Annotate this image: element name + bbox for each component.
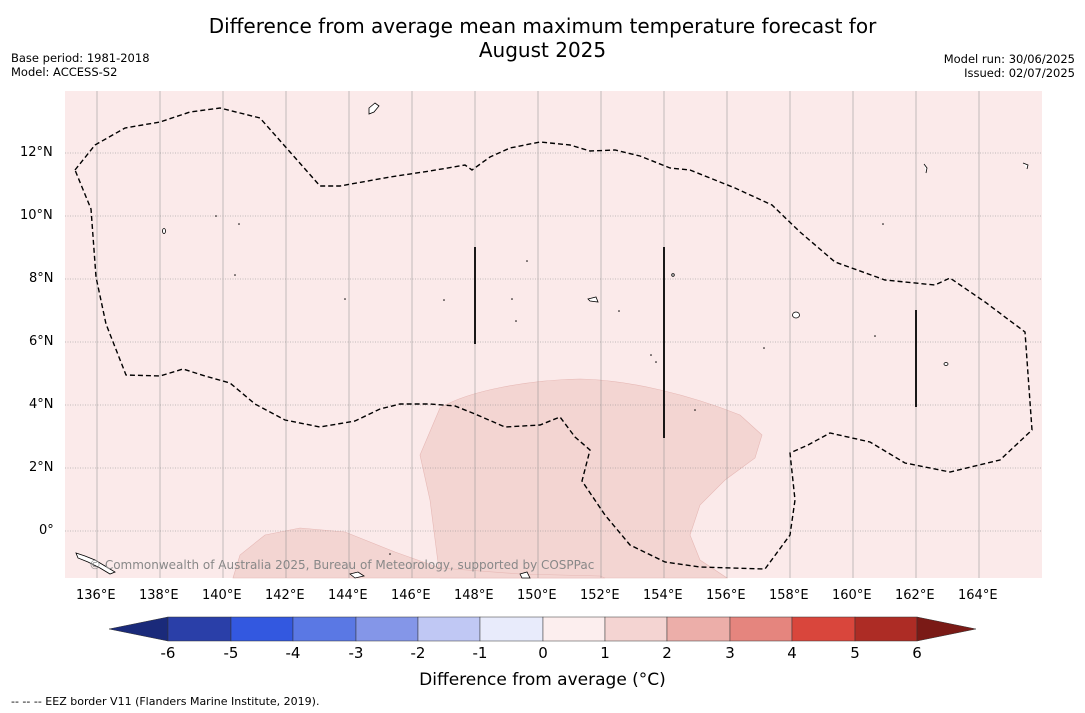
atoll-dot — [650, 354, 652, 356]
atoll-dot — [215, 215, 217, 217]
island — [943, 362, 949, 366]
atoll-dot — [511, 298, 513, 300]
atoll-dot — [655, 361, 657, 363]
island — [519, 571, 531, 579]
atoll-dot — [874, 335, 876, 337]
issued-date: Issued: 02/07/2025 — [964, 66, 1075, 80]
atoll-dot — [618, 310, 620, 312]
colorbar-bin — [791, 616, 856, 642]
lon-label: 156°E — [706, 588, 746, 603]
colorbar-tick: 5 — [850, 644, 860, 662]
boundary-lines — [474, 247, 917, 438]
colorbar-tick: -3 — [348, 644, 364, 662]
atoll-dot — [234, 274, 236, 276]
atoll-dots — [215, 215, 884, 555]
lon-label: 136°E — [76, 588, 116, 603]
colorbar-tick: 4 — [787, 644, 797, 662]
atoll-dot — [694, 409, 696, 411]
title-line-1: Difference from average mean maximum tem… — [208, 14, 877, 38]
meta-left: Base period: 1981-2018 Model: ACCESS-S2 — [11, 51, 150, 79]
atoll-dot — [515, 320, 517, 322]
atoll-dot — [526, 260, 528, 262]
island — [1022, 162, 1029, 170]
colorbar-tick: -2 — [410, 644, 426, 662]
colorbar-bin — [666, 616, 731, 642]
lon-label: 140°E — [202, 588, 242, 603]
colorbar-tick: -4 — [285, 644, 301, 662]
lat-label: 4°N — [29, 397, 54, 412]
lon-label: 160°E — [832, 588, 872, 603]
lat-label: 8°N — [29, 271, 54, 286]
colorbar-tick: 3 — [725, 644, 735, 662]
island-outlines — [75, 102, 1029, 579]
island — [671, 273, 675, 277]
island — [349, 571, 366, 579]
lon-label: 146°E — [391, 588, 431, 603]
atoll-dot — [443, 299, 445, 301]
lon-label: 150°E — [517, 588, 557, 603]
lat-label: 12°N — [20, 145, 53, 160]
lon-label: 154°E — [643, 588, 683, 603]
colorbar-bin — [729, 616, 793, 642]
colorbar-tick: -5 — [223, 644, 239, 662]
island — [923, 163, 928, 174]
atoll-dot — [344, 298, 346, 300]
colorbar-bin — [167, 616, 232, 642]
lon-label: 164°E — [958, 588, 998, 603]
colorbar — [108, 616, 977, 642]
lon-label: 138°E — [139, 588, 179, 603]
island — [162, 228, 166, 234]
lat-label: 2°N — [29, 460, 54, 475]
colorbar-bin — [854, 616, 918, 642]
lon-label: 158°E — [769, 588, 809, 603]
colorbar-tick: 2 — [662, 644, 672, 662]
atoll-dot — [882, 223, 884, 225]
eez-footnote: -- -- -- EEZ border V11 (Flanders Marine… — [11, 695, 320, 708]
colorbar-tick: -1 — [472, 644, 488, 662]
lat-label: 6°N — [29, 334, 54, 349]
lon-label: 148°E — [454, 588, 494, 603]
colorbar-bin — [604, 616, 668, 642]
atoll-dot — [238, 223, 240, 225]
base-period: Base period: 1981-2018 — [11, 51, 150, 65]
colorbar-bin — [417, 616, 481, 642]
model-name: Model: ACCESS-S2 — [11, 65, 118, 79]
island — [75, 552, 116, 575]
map-title: Difference from average mean maximum tem… — [0, 14, 1085, 62]
colorbar-over-arrow — [916, 616, 977, 642]
lon-label: 152°E — [580, 588, 620, 603]
colorbar-bin — [479, 616, 544, 642]
colorbar-under-arrow — [108, 616, 169, 642]
lon-label: 144°E — [328, 588, 368, 603]
colorbar-bin — [292, 616, 357, 642]
colorbar-bin — [355, 616, 419, 642]
lon-label: 162°E — [895, 588, 935, 603]
lat-label: 0° — [39, 523, 54, 538]
island — [792, 311, 800, 319]
lon-label: 142°E — [265, 588, 305, 603]
latitude-lines — [65, 152, 1042, 532]
colorbar-tick: 1 — [600, 644, 610, 662]
island — [587, 296, 599, 303]
island — [368, 102, 380, 115]
colorbar-tick: 6 — [912, 644, 922, 662]
colorbar-bin — [230, 616, 294, 642]
anomaly-region-central — [419, 378, 763, 579]
meta-right: Model run: 30/06/2025 Issued: 02/07/2025 — [944, 52, 1075, 80]
atoll-dot — [763, 347, 765, 349]
copyright-notice: © Commonwealth of Australia 2025, Bureau… — [89, 558, 595, 572]
atoll-dot — [389, 553, 391, 555]
colorbar-bin — [542, 616, 606, 642]
colorbar-title: Difference from average (°C) — [419, 670, 666, 690]
colorbar-tick: -6 — [160, 644, 176, 662]
colorbar-tick: 0 — [538, 644, 548, 662]
eez-border — [74, 107, 1033, 570]
lat-label: 10°N — [20, 208, 53, 223]
model-run: Model run: 30/06/2025 — [943, 52, 1075, 66]
anomaly-region-southwest — [232, 527, 606, 579]
title-line-2: August 2025 — [478, 38, 607, 62]
